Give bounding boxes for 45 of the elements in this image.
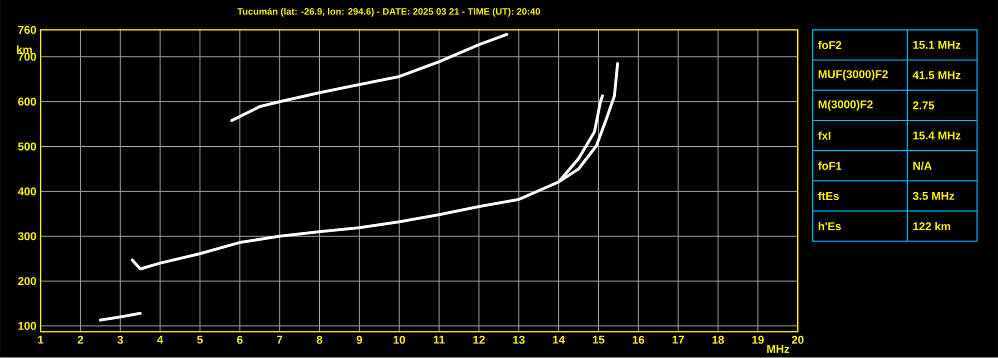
y-tick-label: 300 — [18, 232, 36, 240]
text: N/A — [913, 162, 932, 170]
x-tick-label: 4 — [157, 336, 164, 344]
category-label: ftEs — [818, 192, 839, 200]
text: 2.75 — [912, 102, 934, 110]
text: 41.5 MHz — [912, 71, 960, 80]
x-tick-label: 17 — [672, 336, 684, 344]
y-tick-label: 760 — [18, 26, 36, 34]
x-tick-label: 11 — [434, 336, 445, 344]
text: 15.1 MHz — [913, 41, 960, 50]
y-tick-label: 700 — [18, 52, 36, 61]
x-tick-label: 20 — [792, 336, 804, 344]
x-tick-label: 14 — [553, 336, 565, 344]
category-label: MUF(3000)F2 — [818, 70, 888, 81]
x-tick-label: 1 — [38, 336, 44, 344]
category-label: fxI — [818, 132, 830, 140]
category-label: M(3000)F2 — [818, 100, 873, 111]
y-tick-label: 500 — [18, 142, 36, 151]
text: 15.4 MHz — [913, 132, 960, 140]
category-label: foF1 — [818, 162, 842, 170]
x-tick-label: 19 — [752, 336, 764, 344]
x-tick-label: 2 — [78, 336, 84, 344]
x-tick-label: 12 — [473, 336, 485, 344]
x-tick-label: 10 — [394, 336, 406, 344]
y-tick-label: 400 — [18, 188, 36, 196]
chart-title: Tucumán (lat: -26.9, lon: 294.6) - DATE: 2025 03 21 - TIME (UT): 20:40 — [237, 8, 540, 17]
category-label: foF2 — [818, 40, 842, 50]
text: 3.5 MHz — [912, 192, 954, 200]
x-axis-title: MHz — [767, 345, 790, 354]
x-tick-label: 13 — [513, 336, 525, 344]
x-tick-label: 5 — [197, 336, 203, 344]
x-tick-label: 18 — [712, 336, 724, 344]
y-tick-label: 200 — [18, 277, 36, 286]
y-tick-label: 600 — [18, 98, 36, 106]
x-tick-label: 16 — [632, 336, 644, 344]
x-tick-label: 9 — [356, 336, 362, 344]
y-tick-label: 100 — [18, 322, 36, 330]
y-axis-title: km — [17, 46, 32, 54]
text: 122 km — [913, 222, 950, 230]
category-label: h'Es — [818, 222, 841, 230]
x-tick-label: 3 — [117, 336, 124, 344]
x-tick-label: 6 — [237, 336, 243, 344]
x-tick-label: 15 — [592, 336, 604, 344]
x-tick-label: 8 — [316, 336, 322, 344]
x-tick-label: 7 — [277, 336, 282, 344]
